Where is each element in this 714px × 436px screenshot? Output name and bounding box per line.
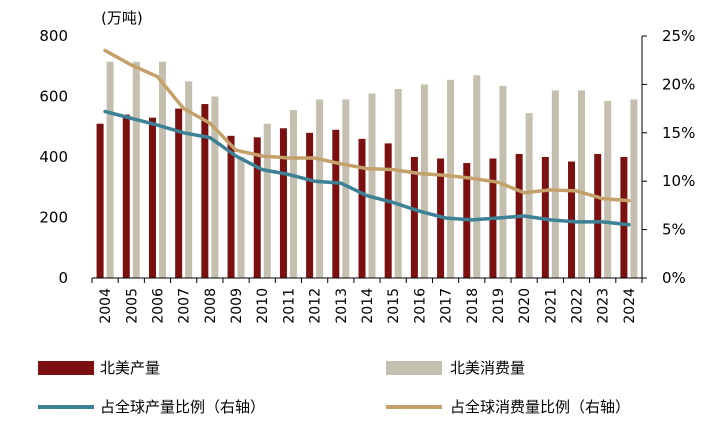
bar-production — [410, 157, 418, 278]
bar-production — [594, 153, 602, 278]
x-axis-tick-label: 2023 — [596, 288, 612, 324]
bar-consumption — [185, 81, 193, 278]
x-axis-tick-label: 2013 — [334, 288, 350, 324]
legend-swatch-consumption — [386, 361, 442, 375]
x-axis-tick-label: 2020 — [517, 288, 533, 324]
legend-label-production: 北美产量 — [100, 359, 160, 377]
bar-production — [279, 128, 287, 278]
legend-label-production-share: 占全球产量比例（右轴） — [100, 398, 265, 416]
bar-production — [96, 123, 104, 278]
right-axis-tick-label: 25% — [662, 27, 695, 45]
bar-production — [306, 132, 314, 278]
bar-consumption — [473, 75, 481, 278]
x-axis-tick-label: 2006 — [150, 288, 166, 324]
left-axis-tick-label: 400 — [39, 148, 68, 166]
bar-consumption — [499, 85, 507, 278]
bar-production — [620, 157, 628, 278]
x-axis-tick-label: 2014 — [360, 288, 376, 324]
bar-consumption — [447, 79, 455, 278]
bar-consumption — [604, 101, 612, 278]
bar-consumption — [263, 123, 271, 278]
x-axis-tick-label: 2016 — [412, 288, 428, 324]
bar-production — [175, 108, 183, 278]
bar-consumption — [342, 99, 350, 279]
x-axis-tick-label: 2010 — [255, 288, 271, 324]
bar-production — [122, 114, 130, 279]
legend-label-consumption-share: 占全球消费量比例（右轴） — [450, 398, 630, 416]
bar-consumption — [630, 99, 638, 279]
bar-consumption — [394, 88, 402, 278]
right-axis-tick-label: 10% — [662, 172, 695, 190]
left-axis-unit-label: (万吨) — [101, 9, 143, 27]
x-axis-tick-label: 2005 — [124, 288, 140, 324]
bar-production — [201, 104, 209, 278]
x-axis-tick-label: 2019 — [491, 288, 507, 324]
x-axis-tick-label: 2018 — [465, 288, 481, 324]
left-axis-tick-label: 800 — [39, 27, 68, 45]
left-axis-tick-label: 0 — [58, 269, 68, 287]
bar-production — [358, 138, 366, 278]
x-axis-tick-label: 2015 — [386, 288, 402, 324]
x-axis-tick-label: 2008 — [203, 288, 219, 324]
bar-consumption — [578, 90, 586, 278]
x-axis-tick-label: 2017 — [439, 288, 455, 324]
legend: 北美产量 北美消费量 占全球产量比例（右轴） 占全球消费量比例（右轴） — [38, 359, 630, 416]
line-production-share — [103, 109, 631, 227]
x-axis-tick-label: 2011 — [281, 288, 297, 324]
line-series — [103, 48, 631, 227]
legend-label-consumption: 北美消费量 — [450, 359, 525, 377]
x-axis-tick-label: 2009 — [229, 288, 245, 324]
right-axis-tick-label: 15% — [662, 124, 695, 142]
bar-consumption — [368, 93, 376, 278]
bar-consumption — [525, 113, 533, 278]
bar-consumption — [316, 99, 324, 279]
bar-consumption — [420, 84, 428, 279]
x-axis-tick-label: 2024 — [622, 288, 638, 324]
right-axis-tick-label: 5% — [662, 221, 686, 239]
left-axis-tick-label: 600 — [39, 88, 68, 106]
left-axis: 0 200 400 600 800 — [39, 27, 68, 287]
bar-consumption — [211, 96, 219, 278]
x-axis-tick-label: 2007 — [177, 288, 193, 324]
bar-consumption — [551, 90, 559, 278]
x-axis-tick-label: 2004 — [98, 288, 114, 324]
x-axis: 2004 2005 2006 2007 2008 2009 2010 2011 2012 2013… — [91, 278, 643, 324]
bar-production — [253, 137, 261, 278]
bar-consumption — [106, 61, 114, 279]
x-axis-tick-label: 2022 — [570, 288, 586, 324]
bar-production — [332, 129, 340, 278]
bar-consumption — [132, 61, 140, 279]
left-axis-tick-label: 200 — [39, 209, 68, 227]
x-axis-tick-label: 2012 — [308, 288, 324, 324]
bar-production — [148, 117, 156, 278]
right-axis: 0% 5% 10% 15% 20% 25% — [642, 27, 695, 287]
bar-production — [384, 143, 392, 278]
line-consumption-share — [103, 48, 631, 203]
x-axis-tick-label: 2021 — [543, 288, 559, 324]
bar-consumption — [237, 157, 245, 278]
bar-consumption — [158, 61, 166, 279]
legend-swatch-production — [38, 361, 94, 375]
bar-consumption — [289, 110, 297, 278]
right-axis-tick-label: 0% — [662, 269, 686, 287]
right-axis-tick-label: 20% — [662, 75, 695, 93]
bar-production — [227, 135, 235, 278]
